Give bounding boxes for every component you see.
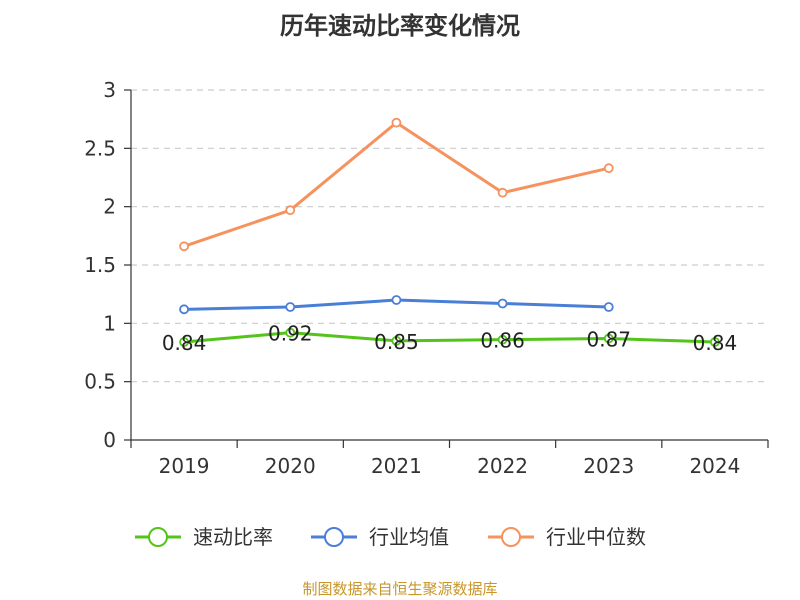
data-label-2024: 0.84 bbox=[693, 331, 738, 355]
x-tick-label-2021: 2021 bbox=[371, 454, 422, 478]
legend: 速动比率 行业均值 行业中位数 bbox=[135, 525, 646, 549]
chart-title: 历年速动比率变化情况 bbox=[280, 12, 520, 40]
y-axis-ticks: 0 0.5 1 1.5 2 2.5 3 bbox=[84, 78, 131, 452]
series-1-point-2019 bbox=[179, 304, 189, 315]
data-label-2021: 0.85 bbox=[374, 330, 419, 354]
y-tick-label-0: 0 bbox=[103, 428, 116, 452]
x-axis-ticks: 2019 2020 2021 2022 2023 2024 bbox=[130, 440, 769, 478]
series-1-point-2020 bbox=[285, 302, 296, 312]
series-line-0 bbox=[183, 331, 715, 344]
series-1-point-2022 bbox=[497, 298, 508, 309]
series-0-point-2021 bbox=[391, 335, 402, 346]
x-tick-label-2022: 2022 bbox=[477, 454, 528, 478]
x-tick-label-2020: 2020 bbox=[265, 454, 316, 478]
series-2-point-2019 bbox=[179, 241, 189, 252]
legend-marker-2 bbox=[501, 527, 521, 547]
series-2-point-2021 bbox=[391, 117, 402, 128]
series-2-point-2023 bbox=[603, 163, 614, 174]
legend-label-1: 行业均值 bbox=[369, 525, 449, 549]
series-0-point-2022 bbox=[497, 334, 508, 345]
y-tick-label-1: 0.5 bbox=[84, 370, 116, 394]
series-group bbox=[179, 117, 720, 347]
series-1-point-2021 bbox=[391, 295, 402, 305]
legend-marker-1 bbox=[324, 527, 344, 547]
y-tick-label-2: 1 bbox=[103, 311, 116, 335]
legend-label-2: 行业中位数 bbox=[546, 525, 646, 549]
data-label-2019: 0.84 bbox=[162, 331, 207, 355]
series-2-point-2020 bbox=[285, 205, 296, 216]
series-0-point-2020 bbox=[285, 327, 296, 338]
series-0-point-2019 bbox=[179, 337, 189, 347]
y-tick-label-6: 3 bbox=[103, 78, 116, 102]
data-label-2020: 0.92 bbox=[268, 322, 313, 346]
series-0-point-2024 bbox=[710, 337, 720, 347]
y-tick-label-4: 2 bbox=[103, 195, 116, 219]
data-labels: 0.84 0.92 0.85 0.86 0.87 0.84 bbox=[162, 322, 737, 355]
series-1-point-2023 bbox=[603, 302, 614, 312]
legend-marker-0 bbox=[148, 527, 168, 547]
y-tick-label-3: 1.5 bbox=[84, 253, 116, 277]
legend-label-0: 速动比率 bbox=[193, 525, 273, 549]
x-tick-label-2019: 2019 bbox=[159, 454, 210, 478]
series-2-point-2022 bbox=[497, 187, 508, 198]
series-0-point-2023 bbox=[603, 333, 614, 344]
x-tick-label-2024: 2024 bbox=[689, 454, 740, 478]
y-tick-label-5: 2.5 bbox=[84, 136, 116, 160]
data-label-2022: 0.86 bbox=[480, 329, 525, 353]
series-line-2 bbox=[183, 121, 610, 248]
grid-lines bbox=[131, 89, 768, 383]
x-tick-label-2023: 2023 bbox=[583, 454, 634, 478]
data-source-note: 制图数据来自恒生聚源数据库 bbox=[302, 580, 498, 598]
data-label-2023: 0.87 bbox=[586, 328, 631, 352]
